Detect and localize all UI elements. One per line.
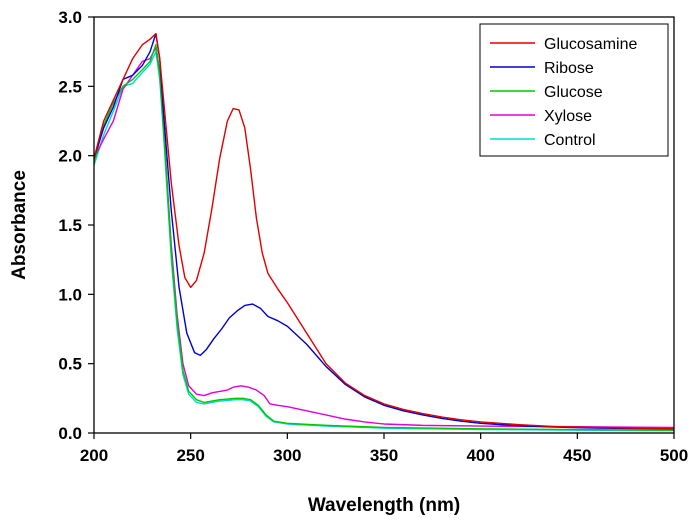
y-tick-label: 1.0	[58, 285, 82, 304]
series-line-glucose	[93, 44, 675, 431]
y-tick-label: 0.0	[58, 424, 82, 443]
series-layer	[93, 32, 675, 432]
x-tick-label: 400	[466, 446, 494, 465]
x-tick-label: 450	[563, 446, 591, 465]
legend-label: Ribose	[544, 60, 594, 77]
legend-label: Glucose	[544, 84, 603, 101]
x-tick-label: 500	[660, 446, 688, 465]
x-tick-label: 300	[273, 446, 301, 465]
y-tick-label: 2.0	[58, 147, 82, 166]
y-tick-label: 1.5	[58, 216, 82, 235]
series-line-xylose	[93, 46, 675, 429]
y-tick-label: 3.0	[58, 8, 82, 27]
legend-label: Xylose	[544, 108, 592, 125]
legend: Glucosamine Ribose Glucose Xylose Control	[479, 23, 669, 157]
series-line-ribose	[93, 32, 675, 430]
y-tick-label: 0.5	[58, 355, 82, 374]
legend-label: Control	[544, 132, 596, 149]
x-tick-label: 250	[176, 446, 204, 465]
x-tick-label: 350	[370, 446, 398, 465]
x-axis-title: Wavelength (nm)	[308, 495, 460, 516]
y-tick-label: 2.5	[58, 77, 82, 96]
y-axis: 0.0 0.5 1.0 1.5 2.0 2.5 3.0	[58, 8, 94, 443]
legend-box	[479, 23, 669, 157]
x-axis: 200 250 300 350 400 450 500	[80, 433, 688, 465]
y-axis-title: Absorbance	[9, 170, 30, 280]
x-tick-label: 200	[80, 446, 108, 465]
series-line-glucosamine	[93, 32, 675, 430]
legend-label: Glucosamine	[544, 36, 637, 53]
